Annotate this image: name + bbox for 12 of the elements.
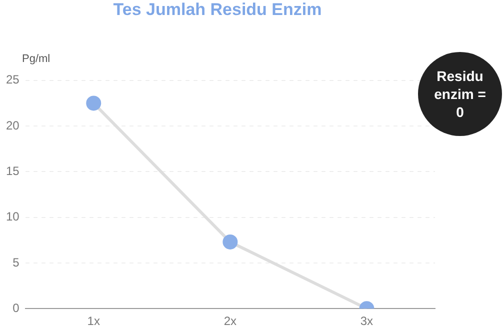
x-tick-label: 3x (360, 314, 374, 328)
y-axis-title: Pg/ml (22, 53, 50, 65)
y-tick-label: 5 (12, 255, 20, 270)
y-tick-label: 0 (12, 300, 20, 315)
y-tick-label: 25 (6, 72, 20, 87)
y-tick-label: 15 (6, 164, 20, 178)
annotation: Residu enzim = 0 (418, 52, 502, 136)
y-tick-label: 10 (6, 210, 20, 224)
chart-title: Tes Jumlah Residu Enzim (113, 0, 322, 19)
x-tick-label: 2x (224, 314, 237, 328)
y-tick-label: 20 (6, 118, 20, 132)
x-tick-label: 1x (87, 314, 100, 328)
